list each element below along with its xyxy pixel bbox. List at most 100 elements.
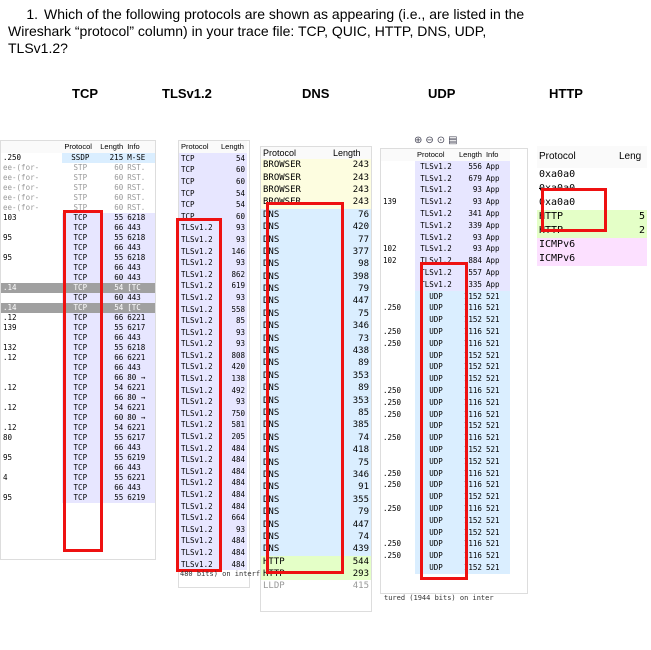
col-info[interactable]: Info bbox=[483, 149, 510, 161]
col-length[interactable]: Length bbox=[457, 149, 484, 161]
col-info[interactable]: Info bbox=[125, 141, 155, 153]
packet-row[interactable]: TLSv1.2 205 bbox=[179, 431, 247, 443]
packet-row[interactable]: TLSv1.2 335 App bbox=[381, 278, 510, 291]
packet-row[interactable]: .12 TCP 54 6221 bbox=[1, 423, 155, 433]
col-protocol[interactable]: Protocol bbox=[537, 146, 617, 168]
zoom-in-icon[interactable]: ⊕ bbox=[414, 135, 426, 146]
packet-row[interactable]: 132 TCP 55 6218 bbox=[1, 343, 155, 353]
packet-row[interactable]: DNS 439 bbox=[261, 543, 371, 556]
packet-row[interactable]: 102 TLSv1.2 884 App bbox=[381, 255, 510, 268]
packet-row[interactable]: TLSv1.2 93 bbox=[179, 257, 247, 269]
packet-row[interactable]: ee-(for- STP 60 RST. bbox=[1, 163, 155, 173]
packet-row[interactable]: .250 UDP 1116 521 bbox=[381, 408, 510, 421]
packet-row[interactable]: LLDP 415 bbox=[261, 580, 371, 593]
packet-row[interactable]: TLSv1.2 484 bbox=[179, 535, 247, 548]
packet-row[interactable]: BROWSER 243 bbox=[261, 159, 371, 172]
packet-row[interactable]: TLSv1.2 581 bbox=[179, 419, 247, 432]
packet-row[interactable]: TLSv1.2 484 bbox=[179, 489, 247, 501]
packet-row[interactable]: .14 TCP 54 [TC bbox=[1, 283, 155, 293]
packet-row[interactable]: 0xa0a0 bbox=[537, 168, 647, 182]
packet-row[interactable]: DNS 420 bbox=[261, 220, 371, 234]
packet-row[interactable]: 139 TLSv1.2 93 App bbox=[381, 196, 510, 209]
packet-row[interactable]: TLSv1.2 339 App bbox=[381, 219, 510, 232]
packet-row[interactable]: HTTP 2 bbox=[537, 224, 647, 238]
packet-row[interactable]: TLSv1.2 808 bbox=[179, 350, 247, 362]
packet-row[interactable]: 95 TCP 55 6219 bbox=[1, 493, 155, 503]
zoom-out-icon[interactable]: ⊖ bbox=[425, 135, 437, 146]
packet-row[interactable]: TLSv1.2 679 App bbox=[381, 172, 510, 185]
packet-row[interactable]: DNS 398 bbox=[261, 270, 371, 283]
packet-row[interactable]: TCP 54 bbox=[179, 199, 247, 211]
packet-row[interactable]: .250 UDP 1116 521 bbox=[381, 385, 510, 397]
packet-row[interactable]: 0xa0a0 bbox=[537, 196, 647, 210]
packet-row[interactable]: ee-(for- STP 60 RST. bbox=[1, 203, 155, 213]
packet-row[interactable]: TLSv1.2 484 bbox=[179, 547, 247, 559]
packet-row[interactable]: TLSv1.2 93 App bbox=[381, 184, 510, 197]
packet-row[interactable]: DNS 89 bbox=[261, 382, 371, 395]
col-protocol[interactable]: Protocol bbox=[261, 147, 331, 159]
packet-row[interactable]: UDP 1152 521 bbox=[381, 526, 510, 539]
packet-row[interactable]: 102 TLSv1.2 93 App bbox=[381, 243, 510, 256]
packet-row[interactable]: 103 TCP 55 6218 bbox=[1, 213, 155, 223]
packet-row[interactable]: TLSv1.2 484 bbox=[179, 558, 247, 571]
packet-row[interactable]: TLSv1.2 93 bbox=[179, 338, 247, 351]
packet-row[interactable]: HTTP 544 bbox=[261, 555, 371, 568]
packet-row[interactable]: TLSv1.2 558 bbox=[179, 303, 247, 316]
packet-row[interactable]: UDP 1152 521 bbox=[381, 562, 510, 574]
packet-row[interactable]: TLSv1.2 341 App bbox=[381, 208, 510, 220]
packet-row[interactable]: TCP 66 443 bbox=[1, 363, 155, 373]
packet-row[interactable]: DNS 377 bbox=[261, 245, 371, 259]
packet-row[interactable]: UDP 1152 521 bbox=[381, 349, 510, 362]
packet-row[interactable]: TLSv1.2 93 bbox=[179, 524, 247, 536]
packet-row[interactable]: TLSv1.2 492 bbox=[179, 384, 247, 397]
packet-row[interactable]: TCP 60 bbox=[179, 164, 247, 177]
col-length[interactable]: Leng bbox=[617, 146, 647, 168]
packet-row[interactable]: .250 UDP 1116 521 bbox=[381, 467, 510, 480]
packet-row[interactable]: DNS 98 bbox=[261, 258, 371, 271]
packet-row[interactable]: TLSv1.2 484 bbox=[179, 466, 247, 478]
packet-row[interactable]: .250 UDP 1116 521 bbox=[381, 538, 510, 551]
packet-row[interactable]: 4 TCP 55 6221 bbox=[1, 473, 155, 483]
resize-columns-icon[interactable]: ▤ bbox=[448, 135, 461, 146]
packet-row[interactable]: DNS 353 bbox=[261, 369, 371, 383]
packet-row[interactable]: DNS 75 bbox=[261, 456, 371, 469]
packet-row[interactable]: HTTP 5 bbox=[537, 210, 647, 224]
packet-row[interactable]: TCP 60 bbox=[179, 176, 247, 188]
packet-row[interactable]: DNS 75 bbox=[261, 307, 371, 321]
packet-row[interactable]: DNS 438 bbox=[261, 344, 371, 358]
packet-row[interactable]: DNS 89 bbox=[261, 357, 371, 370]
packet-row[interactable]: UDP 1152 521 bbox=[381, 420, 510, 433]
packet-row[interactable]: TCP 66 443 bbox=[1, 223, 155, 233]
packet-row[interactable]: TLSv1.2 619 bbox=[179, 280, 247, 293]
packet-row[interactable]: DNS 418 bbox=[261, 443, 371, 457]
packet-row[interactable]: BROWSER 243 bbox=[261, 171, 371, 184]
packet-row[interactable]: .12 TCP 54 6221 bbox=[1, 383, 155, 393]
packet-row[interactable]: TCP 66 443 bbox=[1, 463, 155, 473]
packet-row[interactable]: DNS 91 bbox=[261, 481, 371, 494]
packet-row[interactable]: .14 TCP 54 [TC bbox=[1, 303, 155, 313]
packet-row[interactable]: DNS 74 bbox=[261, 431, 371, 444]
packet-row[interactable]: TCP 54 bbox=[179, 153, 247, 165]
col-length[interactable]: Length bbox=[331, 147, 371, 159]
col-protocol[interactable]: Protocol bbox=[415, 149, 457, 161]
packet-row[interactable]: UDP 1152 521 bbox=[381, 290, 510, 303]
packet-row[interactable]: .250 UDP 1116 521 bbox=[381, 396, 510, 409]
packet-row[interactable]: DNS 85 bbox=[261, 406, 371, 420]
packet-row[interactable]: UDP 1152 521 bbox=[381, 314, 510, 327]
col-protocol[interactable]: Protocol bbox=[62, 141, 99, 153]
packet-row[interactable]: TLSv1.2 138 bbox=[179, 373, 247, 385]
packet-row[interactable]: 95 TCP 55 6218 bbox=[1, 253, 155, 263]
packet-row[interactable]: DNS 355 bbox=[261, 493, 371, 506]
packet-row[interactable]: TLSv1.2 484 bbox=[179, 442, 247, 455]
packet-row[interactable]: HTTP 293 bbox=[261, 567, 371, 581]
packet-row[interactable]: DNS 73 bbox=[261, 332, 371, 345]
packet-row[interactable]: .12 TCP 54 6221 bbox=[1, 403, 155, 413]
packet-row[interactable]: TCP 66 443 bbox=[1, 443, 155, 453]
packet-row[interactable]: UDP 1152 521 bbox=[381, 491, 510, 504]
packet-row[interactable]: ee-(for- STP 60 RST. bbox=[1, 173, 155, 183]
packet-row[interactable]: ICMPv6 bbox=[537, 252, 647, 266]
packet-row[interactable]: TLSv1.2 664 bbox=[179, 512, 247, 524]
packet-row[interactable]: TLSv1.2 93 bbox=[179, 326, 247, 339]
packet-row[interactable]: TLSv1.2 85 bbox=[179, 315, 247, 327]
packet-row[interactable]: 0xa0a0 bbox=[537, 182, 647, 196]
